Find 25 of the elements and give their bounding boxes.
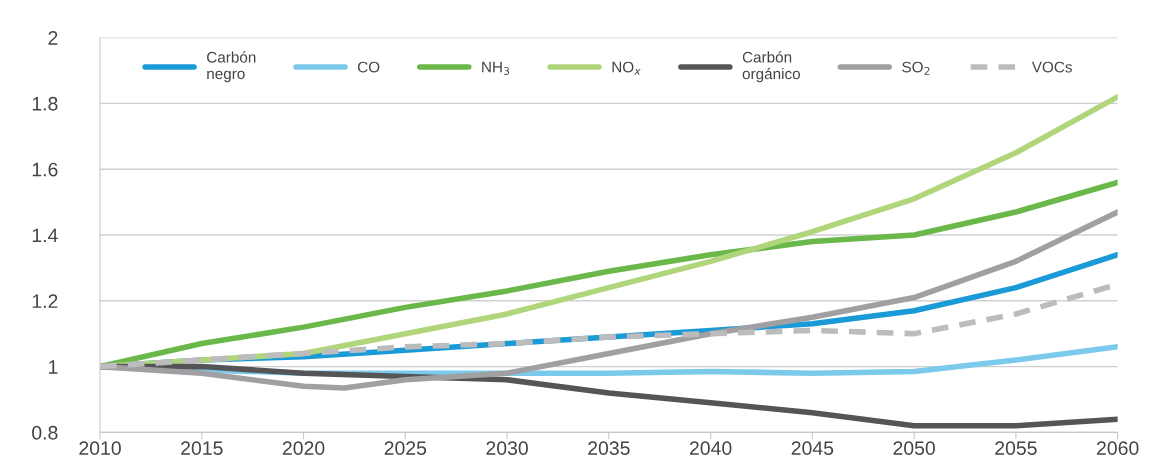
- legend-label: SO$_{2}$: [902, 61, 930, 75]
- x-tick-label: 2025: [384, 441, 427, 456]
- x-tick-label: 2015: [181, 441, 223, 456]
- legend-label: Carbón orgánico: [742, 51, 800, 83]
- x-tick-label: 2060: [1097, 441, 1139, 456]
- legend-label: VOCs: [1031, 61, 1072, 73]
- legend-label: NO$_{x}$: [612, 61, 641, 75]
- legend-label: CO: [357, 61, 380, 73]
- y-tick-label: 1.6: [32, 162, 58, 177]
- x-tick-label: 2030: [486, 441, 528, 456]
- y-tick-label: 1.8: [32, 96, 58, 111]
- x-tick-label: 2050: [893, 441, 935, 456]
- x-tick-label: 2010: [79, 441, 121, 456]
- x-tick-label: 2040: [689, 441, 732, 456]
- x-tick-label: 2055: [995, 441, 1037, 456]
- y-tick-label: 0.8: [32, 425, 58, 440]
- y-tick-label: 1.2: [32, 294, 58, 308]
- legend-label: Carbón negro: [207, 51, 256, 83]
- legend-label: NH$_{3}$: [482, 61, 510, 75]
- x-tick-label: 2035: [588, 441, 630, 456]
- y-tick-label: 1: [49, 360, 58, 374]
- y-tick-label: 1.4: [32, 228, 58, 243]
- x-tick-label: 2045: [791, 441, 834, 456]
- x-tick-label: 2020: [282, 441, 325, 456]
- y-tick-label: 2: [48, 31, 58, 45]
